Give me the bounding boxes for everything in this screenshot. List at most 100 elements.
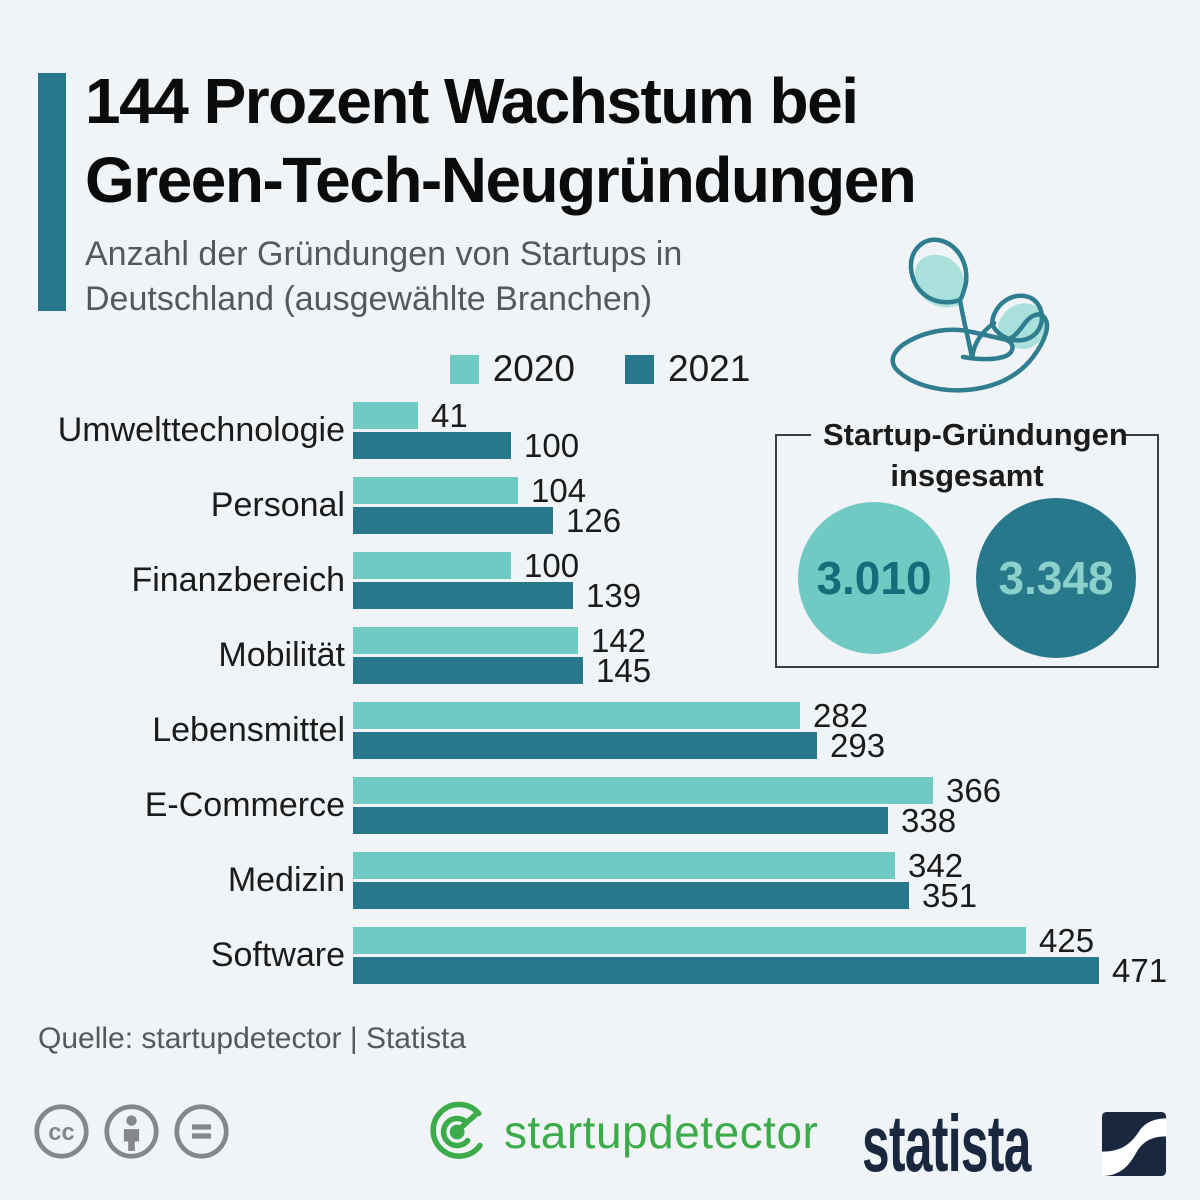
bar-value-2020: 104 [531,471,587,509]
category-label: Umwelttechnologie [57,411,345,449]
category-bars: 104 126 [353,472,1168,539]
bar-2020 [353,927,1026,954]
bar-value-2021: 145 [596,651,652,689]
bar-line-2020: 366 [353,772,1168,809]
chart-row: Finanzbereich 100 139 [38,547,1168,614]
bar-value-2021: 126 [566,501,622,539]
category-bars: 342 351 [353,847,1168,914]
bar-2020 [353,702,800,729]
title-accent-bar [38,73,66,311]
total-circle-2021: 3.348 [976,498,1136,658]
bar-value-2021: 293 [830,726,886,764]
chart-row: E-Commerce 366 338 [38,772,1168,839]
bar-2021 [353,957,1099,984]
startupdetector-logo: startupdetector [428,1100,818,1164]
legend-swatch-2020 [449,354,479,384]
category-label: Mobilität [218,636,345,674]
category-bars: 100 139 [353,547,1168,614]
bar-2021 [353,882,909,909]
statista-logo: statista [862,1098,1166,1190]
subtitle-line-1: Anzahl der Gründungen von Startups in [85,235,683,273]
legend-item-2020: 2020 [449,348,575,390]
bar-2021 [353,657,583,684]
bar-2021 [353,582,573,609]
title-line-1: 144 Prozent Wachstum bei [85,65,859,137]
category-label: Lebensmittel [152,711,345,749]
bar-2021 [353,807,888,834]
category-bars: 425 471 [353,922,1168,989]
bar-line-2021: 100 [353,427,1168,464]
chart-row: Medizin 342 351 [38,847,1168,914]
chart-row: Lebensmittel 282 293 [38,697,1168,764]
bar-line-2020: 342 [353,847,1168,884]
page-title: 144 Prozent Wachstum bei Green-Tech-Neug… [85,62,1065,220]
bar-value-2020: 425 [1039,921,1095,959]
category-bars: 366 338 [353,772,1168,839]
license-icons: cc [33,1103,230,1160]
bar-2020 [353,627,578,654]
page-subtitle: Anzahl der Gründungen von Startups in De… [85,232,845,322]
legend-label-2020: 2020 [492,348,575,389]
bar-line-2020: 104 [353,472,1168,509]
category-label: Personal [210,486,345,524]
bar-value-2020: 366 [946,771,1002,809]
chart-legend: 2020 2021 [0,348,1200,390]
bar-line-2021: 145 [353,652,1168,689]
bar-2021 [353,507,553,534]
bar-value-2020: 41 [431,396,468,434]
bar-chart: Umwelttechnologie 41 100 Personal 104 126 Fina… [38,397,1168,1002]
bar-value-2021: 338 [901,801,957,839]
legend-item-2021: 2021 [625,348,750,390]
title-line-2: Green-Tech-Neugründungen [85,144,917,216]
category-label: Medizin [227,861,345,899]
bar-line-2020: 282 [353,697,1168,734]
chart-row: Software 425 471 [38,922,1168,989]
bar-value-2020: 142 [591,621,647,659]
attribution-person-icon [104,1104,159,1159]
bar-line-2021: 338 [353,802,1168,839]
bar-line-2021: 293 [353,727,1168,764]
statista-wordmark: statista [862,1099,1031,1188]
category-label: E-Commerce [144,786,345,824]
bar-value-2020: 100 [524,546,580,584]
legend-swatch-2021 [625,354,654,384]
total-circle-2020: 3.010 [798,502,950,654]
category-label: Software [210,936,345,974]
bar-line-2020: 142 [353,622,1168,659]
bar-value-2021: 471 [1112,951,1168,989]
totals-box: Startup-Gründungen insgesamt 3.010 3.348 [775,414,1159,668]
category-bars: 282 293 [353,697,1168,764]
bar-2020 [353,777,933,804]
bar-line-2021: 351 [353,877,1168,914]
chart-row: Personal 104 126 [38,472,1168,539]
legend-label-2021: 2021 [668,348,751,389]
bar-line-2021: 139 [353,577,1168,614]
bar-2020 [353,477,518,504]
totals-title-line-2: insgesamt [890,458,1044,493]
chart-row: Umwelttechnologie 41 100 [38,397,1168,464]
bar-2021 [353,432,511,459]
totals-box-title: Startup-Gründungen insgesamt [811,414,1128,496]
startupdetector-wordmark: startupdetector [504,1106,819,1158]
cc-icon: cc [34,1104,89,1159]
bar-2020 [353,852,895,879]
totals-circles: 3.010 3.348 [777,498,1157,658]
bar-line-2020: 41 [353,397,1168,434]
bar-value-2020: 342 [908,846,964,884]
equals-icon [174,1104,229,1159]
startupdetector-mark-icon [430,1101,483,1159]
hand-holding-seedling-icon [890,237,1050,393]
bar-line-2020: 100 [353,547,1168,584]
statista-mark-icon [1102,1112,1166,1176]
bar-value-2021: 100 [524,426,580,464]
source-line: Quelle: startupdetector | Statista [38,1022,467,1055]
totals-title-line-1: Startup-Gründungen [823,417,1128,452]
bar-2021 [353,732,817,759]
bar-value-2021: 139 [586,576,642,614]
chart-row: Mobilität 142 145 [38,622,1168,689]
category-bars: 41 100 [353,397,1168,464]
bar-line-2020: 425 [353,922,1168,959]
bar-2020 [353,402,418,429]
category-label: Finanzbereich [131,561,345,599]
